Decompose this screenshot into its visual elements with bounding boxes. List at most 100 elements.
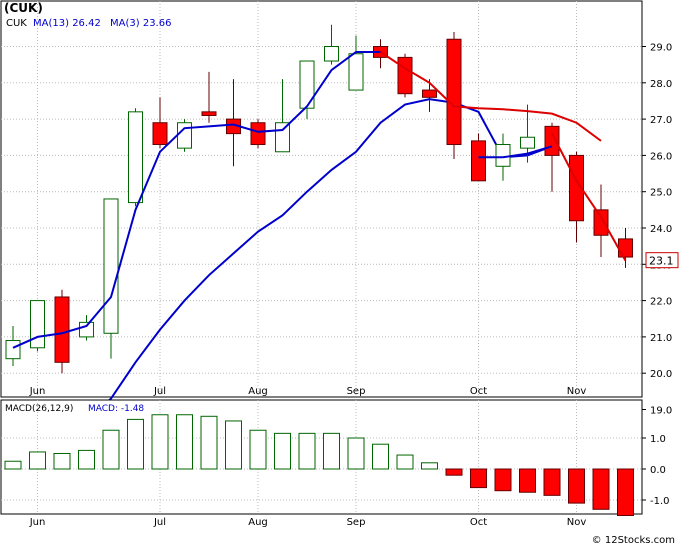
- price-y-tick-label: 29.0: [650, 43, 672, 54]
- price-x-tick-label: Sep: [347, 386, 366, 397]
- macd-x-tick-label: Jul: [153, 517, 166, 528]
- price-panel: 19.020.021.022.023.024.025.026.027.028.0…: [0, 0, 679, 440]
- macd-bar: [127, 418, 144, 470]
- macd-y-tick-label: 0.0: [650, 465, 666, 476]
- candle-body: [520, 136, 535, 149]
- ma3-series-recent: [551, 133, 627, 262]
- macd-y-tick-label: -1.0: [650, 496, 670, 507]
- macd-bar: [592, 468, 610, 510]
- macd-x-tick-label: Aug: [248, 517, 268, 528]
- price-y-tick-label: 28.0: [650, 79, 672, 90]
- price-y-tick-label: 21.0: [650, 333, 672, 344]
- macd-bar: [421, 462, 438, 470]
- ma3-series-blue: [12, 50, 381, 349]
- macd-bar: [617, 468, 634, 516]
- last-price-label: 23.1: [649, 255, 674, 268]
- copyright-footer: © 12Stocks.com: [592, 535, 675, 546]
- candle-body: [544, 125, 560, 156]
- candle: [569, 151, 584, 243]
- candle-body: [593, 209, 609, 236]
- legend-ma13-value: 26.42: [72, 18, 101, 29]
- ticker-label: (CUK): [4, 1, 43, 15]
- macd-panel-frame: [0, 399, 643, 515]
- price-y-tick-label: 26.0: [650, 151, 672, 162]
- macd-x-axis: Jun Jul Aug Sep Oct Nov: [29, 517, 587, 528]
- candle-body: [471, 140, 486, 182]
- macd-x-tick-label: Sep: [347, 517, 366, 528]
- candle-body: [348, 53, 364, 91]
- price-y-axis: 19.020.021.022.023.024.025.026.027.028.0…: [642, 43, 672, 417]
- macd-panel: 1.0 0.0 -1.0 Jun Jul Aug Sep Oct Nov MACD(26,12…: [0, 399, 670, 528]
- candle: [348, 35, 364, 91]
- price-x-tick-label: Jul: [153, 386, 166, 397]
- macd-bar: [151, 414, 169, 470]
- macd-bar: [4, 460, 22, 470]
- price-y-tick-label: 25.0: [650, 188, 672, 199]
- macd-bar: [102, 429, 120, 470]
- candle: [299, 60, 315, 120]
- ma3-series-red: [379, 51, 602, 142]
- ma13-recent-series: [478, 145, 553, 159]
- legend-cuk: CUK: [6, 18, 27, 29]
- candle: [152, 97, 168, 149]
- macd-bar: [543, 468, 561, 496]
- last-price-tag: 23.1: [645, 252, 679, 269]
- macd-bar: [249, 429, 267, 470]
- candle: [397, 53, 413, 98]
- candle-body: [250, 122, 266, 146]
- macd-bar: [29, 451, 46, 470]
- macd-title: MACD(26,12,9): [5, 404, 73, 414]
- legend-ma3: MA(3) 23.66: [110, 18, 171, 29]
- macd-bars: [4, 414, 634, 516]
- macd-bar: [470, 468, 487, 489]
- legend-ma13-label: MA(13): [33, 18, 69, 29]
- price-y-tick-label: 19.0: [650, 406, 672, 417]
- candle-body: [177, 122, 192, 149]
- candle: [54, 289, 70, 374]
- macd-bar: [176, 414, 193, 470]
- macd-legend: MACD: -1.48: [88, 404, 144, 414]
- candle-body: [54, 296, 70, 363]
- candle-body: [618, 238, 633, 258]
- legend-ma3-value: 23.66: [143, 18, 172, 29]
- candle-body: [397, 56, 413, 95]
- price-x-axis: Jun Jul Aug Sep Oct Nov: [29, 386, 587, 397]
- candle-body: [5, 340, 21, 360]
- macd-bar: [445, 468, 463, 476]
- candle-body: [324, 46, 339, 62]
- candle: [250, 119, 266, 149]
- price-x-tick-label: Nov: [567, 386, 587, 397]
- macd-bar: [53, 453, 71, 470]
- macd-y-tick-label: 1.0: [650, 434, 666, 445]
- price-y-tick-label: 24.0: [650, 224, 672, 235]
- candle: [422, 79, 437, 112]
- ma3-line: [12, 50, 627, 349]
- macd-bar: [200, 415, 218, 470]
- macd-bar: [347, 437, 365, 470]
- candle: [324, 24, 339, 65]
- price-y-tick-label: 20.0: [650, 369, 672, 380]
- candle-body: [495, 144, 511, 167]
- candle: [30, 300, 45, 352]
- price-x-tick-label: Jun: [29, 386, 46, 397]
- candle-body: [299, 60, 315, 109]
- candle-body: [103, 198, 119, 334]
- candle-body: [569, 154, 584, 222]
- price-y-tick-label: 27.0: [650, 115, 672, 126]
- macd-bar: [519, 468, 536, 493]
- macd-bar: [494, 468, 512, 492]
- macd-x-tick-label: Nov: [567, 517, 587, 528]
- macd-bar: [323, 432, 340, 470]
- price-x-tick-label: Aug: [248, 386, 268, 397]
- candle: [446, 31, 462, 160]
- macd-x-tick-label: Jun: [29, 517, 46, 528]
- candle-body: [30, 300, 45, 349]
- legend-ma3-label: MA(3): [110, 18, 140, 29]
- price-y-tick-label: 22.0: [650, 297, 672, 308]
- macd-bar: [274, 432, 291, 470]
- macd-bar: [225, 420, 242, 470]
- price-panel-frame: [0, 0, 643, 398]
- candle: [128, 108, 143, 207]
- candle-body: [446, 38, 462, 146]
